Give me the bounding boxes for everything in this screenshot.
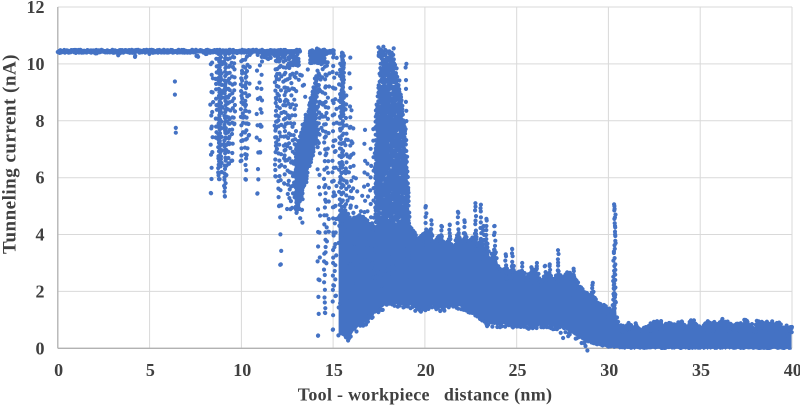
- svg-text:35: 35: [692, 360, 710, 380]
- svg-text:Tunneling current (nA): Tunneling current (nA): [0, 54, 21, 254]
- svg-text:20: 20: [417, 360, 435, 380]
- svg-text:10: 10: [27, 54, 45, 74]
- svg-text:25: 25: [509, 360, 527, 380]
- svg-text:4: 4: [36, 225, 45, 245]
- svg-text:5: 5: [146, 360, 155, 380]
- svg-text:30: 30: [600, 360, 618, 380]
- svg-text:2: 2: [36, 281, 45, 301]
- svg-text:15: 15: [325, 360, 343, 380]
- svg-text:8: 8: [36, 111, 45, 131]
- svg-text:Tool - workpiece distance (nm: Tool - workpiece distance (nm): [298, 385, 553, 406]
- svg-text:0: 0: [36, 338, 45, 358]
- svg-text:0: 0: [54, 360, 63, 380]
- svg-text:40: 40: [784, 360, 800, 380]
- svg-text:12: 12: [27, 0, 45, 17]
- svg-text:6: 6: [36, 168, 45, 188]
- svg-text:10: 10: [233, 360, 251, 380]
